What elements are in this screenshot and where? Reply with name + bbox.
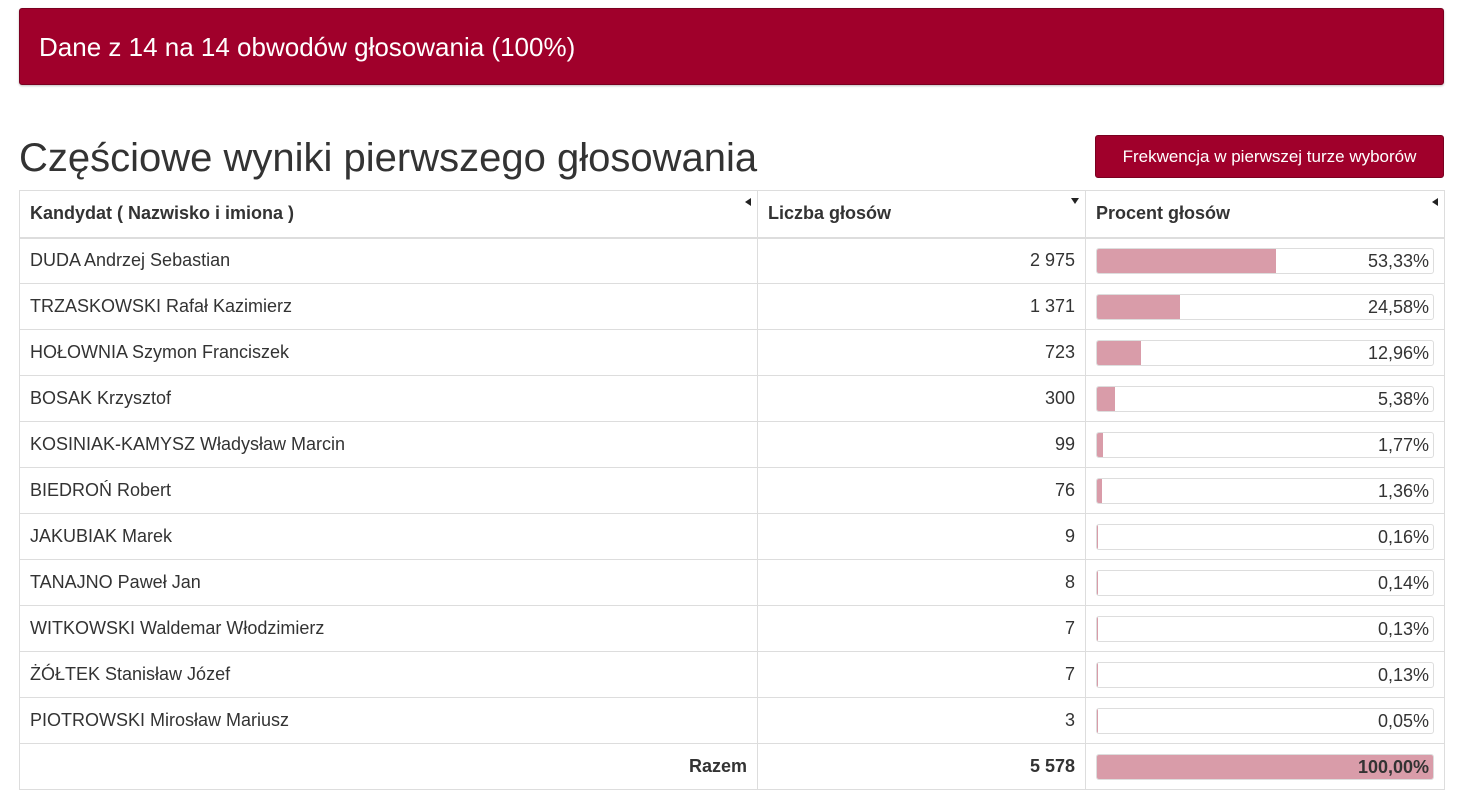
table-row: BOSAK Krzysztof 300 5,38% [19, 375, 1445, 422]
sort-down-icon [1071, 198, 1079, 204]
column-header-label: Procent głosów [1096, 203, 1231, 224]
percent-bar: 0,16% [1096, 523, 1434, 550]
candidate-name: ŻÓŁTEK Stanisław Józef [19, 651, 758, 698]
percent-value: 0,13% [1377, 664, 1429, 685]
percent-value: 1,77% [1377, 434, 1429, 455]
sort-left-icon [745, 198, 751, 206]
vote-count: 7 [757, 605, 1086, 652]
percent-cell: 100,00% [1085, 743, 1445, 790]
percent-cell: 0,16% [1085, 513, 1445, 560]
percent-cell: 53,33% [1085, 237, 1445, 284]
vote-count: 9 [757, 513, 1086, 560]
percent-bar: 24,58% [1096, 293, 1434, 320]
sort-left-icon [1432, 198, 1438, 206]
vote-count: 300 [757, 375, 1086, 422]
percent-value: 0,14% [1377, 572, 1429, 593]
table-header-row: Kandydat ( Nazwisko i imiona ) Liczba gł… [19, 190, 1445, 239]
candidate-name: HOŁOWNIA Szymon Franciszek [19, 329, 758, 376]
percent-bar: 0,13% [1096, 661, 1434, 688]
percent-bar-fill [1097, 524, 1098, 549]
percent-cell: 0,14% [1085, 559, 1445, 606]
percent-cell: 12,96% [1085, 329, 1445, 376]
results-coverage-banner: Dane z 14 na 14 obwodów głosowania (100%… [19, 8, 1444, 85]
candidate-name: JAKUBIAK Marek [19, 513, 758, 560]
percent-bar: 0,14% [1096, 569, 1434, 596]
percent-bar-fill [1097, 754, 1433, 779]
percent-value: 100,00% [1357, 756, 1429, 777]
vote-count: 76 [757, 467, 1086, 514]
total-votes: 5 578 [757, 743, 1086, 790]
vote-count: 2 975 [757, 237, 1086, 284]
banner-text: Dane z 14 na 14 obwodów głosowania (100%… [39, 32, 576, 62]
vote-count: 3 [757, 697, 1086, 744]
vote-count: 99 [757, 421, 1086, 468]
percent-cell: 1,36% [1085, 467, 1445, 514]
percent-cell: 1,77% [1085, 421, 1445, 468]
percent-value: 24,58% [1367, 296, 1429, 317]
percent-bar-fill [1097, 294, 1180, 319]
table-row: WITKOWSKI Waldemar Włodzimierz 7 0,13% [19, 605, 1445, 652]
percent-value: 0,13% [1377, 618, 1429, 639]
percent-bar: 12,96% [1096, 339, 1434, 366]
percent-cell: 24,58% [1085, 283, 1445, 330]
percent-value: 0,05% [1377, 710, 1429, 731]
turnout-button[interactable]: Frekwencja w pierwszej turze wyborów [1095, 135, 1444, 178]
table-row: PIOTROWSKI Mirosław Mariusz 3 0,05% [19, 697, 1445, 744]
table-row: HOŁOWNIA Szymon Franciszek 723 12,96% [19, 329, 1445, 376]
column-header-label: Kandydat ( Nazwisko i imiona ) [30, 203, 295, 224]
percent-bar: 100,00% [1096, 753, 1434, 780]
candidate-name: PIOTROWSKI Mirosław Mariusz [19, 697, 758, 744]
table-row: KOSINIAK-KAMYSZ Władysław Marcin 99 1,77% [19, 421, 1445, 468]
vote-count: 723 [757, 329, 1086, 376]
percent-bar-fill [1097, 432, 1103, 457]
candidate-name: WITKOWSKI Waldemar Włodzimierz [19, 605, 758, 652]
percent-bar: 1,77% [1096, 431, 1434, 458]
percent-bar: 53,33% [1096, 247, 1434, 274]
percent-cell: 0,13% [1085, 605, 1445, 652]
vote-count: 1 371 [757, 283, 1086, 330]
results-table: Kandydat ( Nazwisko i imiona ) Liczba gł… [19, 190, 1445, 790]
page-title: Częściowe wyniki pierwszego głosowania [19, 136, 758, 180]
column-header-percent[interactable]: Procent głosów [1085, 190, 1445, 239]
candidate-name: TANAJNO Paweł Jan [19, 559, 758, 606]
candidate-name: BOSAK Krzysztof [19, 375, 758, 422]
table-row: TANAJNO Paweł Jan 8 0,14% [19, 559, 1445, 606]
total-label: Razem [19, 743, 758, 790]
percent-bar-fill [1097, 386, 1116, 411]
column-header-candidate[interactable]: Kandydat ( Nazwisko i imiona ) [19, 190, 758, 239]
percent-bar: 5,38% [1096, 385, 1434, 412]
percent-cell: 0,13% [1085, 651, 1445, 698]
column-header-votes[interactable]: Liczba głosów [757, 190, 1086, 239]
table-row: JAKUBIAK Marek 9 0,16% [19, 513, 1445, 560]
table-row: TRZASKOWSKI Rafał Kazimierz 1 371 24,58% [19, 283, 1445, 330]
percent-value: 12,96% [1367, 342, 1429, 363]
percent-bar-fill [1097, 478, 1102, 503]
percent-cell: 0,05% [1085, 697, 1445, 744]
percent-value: 0,16% [1377, 526, 1429, 547]
percent-bar: 0,05% [1096, 707, 1434, 734]
vote-count: 8 [757, 559, 1086, 606]
candidate-name: KOSINIAK-KAMYSZ Władysław Marcin [19, 421, 758, 468]
percent-bar: 0,13% [1096, 615, 1434, 642]
percent-value: 53,33% [1367, 250, 1429, 271]
candidate-name: TRZASKOWSKI Rafał Kazimierz [19, 283, 758, 330]
table-row: BIEDROŃ Robert 76 1,36% [19, 467, 1445, 514]
total-row: Razem 5 578 100,00% [19, 743, 1445, 790]
column-header-label: Liczba głosów [768, 203, 892, 224]
table-row: DUDA Andrzej Sebastian 2 975 53,33% [19, 237, 1445, 284]
percent-value: 5,38% [1377, 388, 1429, 409]
candidate-name: DUDA Andrzej Sebastian [19, 237, 758, 284]
vote-count: 7 [757, 651, 1086, 698]
percent-cell: 5,38% [1085, 375, 1445, 422]
candidate-name: BIEDROŃ Robert [19, 467, 758, 514]
results-table-body: DUDA Andrzej Sebastian 2 975 53,33% TRZASKO… [19, 237, 1445, 790]
percent-bar-fill [1097, 248, 1277, 273]
percent-bar-fill [1097, 340, 1141, 365]
table-row: ŻÓŁTEK Stanisław Józef 7 0,13% [19, 651, 1445, 698]
percent-value: 1,36% [1377, 480, 1429, 501]
percent-bar: 1,36% [1096, 477, 1434, 504]
